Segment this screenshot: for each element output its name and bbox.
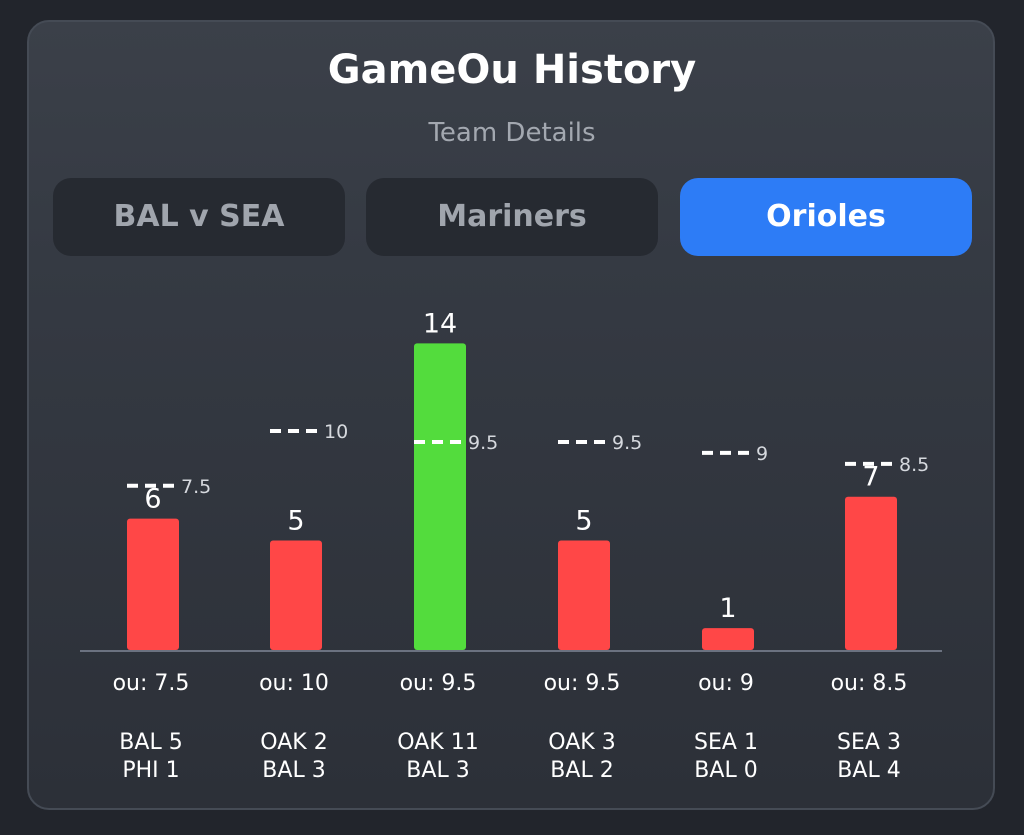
ou-label: ou: 10 (259, 671, 329, 696)
bar (270, 540, 322, 650)
ou-line-label: 9.5 (612, 432, 642, 454)
score-bottom-label: BAL 3 (406, 758, 469, 783)
bar-value-label: 7 (862, 462, 879, 493)
score-bottom-label: BAL 0 (694, 758, 757, 783)
team-tabs: BAL v SEA Mariners Orioles (0, 178, 1024, 258)
ou-label: ou: 9 (698, 671, 754, 696)
ou-label: ou: 9.5 (544, 671, 621, 696)
bar (127, 518, 179, 650)
score-top-label: OAK 3 (548, 730, 615, 755)
ou-line-label: 7.5 (181, 476, 211, 498)
ou-line-label: 9.5 (468, 432, 498, 454)
bar (702, 628, 754, 650)
score-top-label: OAK 11 (397, 730, 478, 755)
ou-label: ou: 7.5 (113, 671, 190, 696)
bar (558, 540, 610, 650)
score-top-label: SEA 3 (837, 730, 901, 755)
score-bottom-label: BAL 2 (550, 758, 613, 783)
bar (414, 343, 466, 650)
bar-value-label: 5 (287, 506, 304, 537)
score-bottom-label: BAL 4 (837, 758, 900, 783)
bar-value-label: 14 (423, 308, 457, 339)
ou-line-label: 8.5 (899, 454, 929, 476)
page-subtitle: Team Details (428, 118, 596, 148)
bar-value-label: 1 (719, 593, 736, 624)
ou-line-label: 9 (756, 443, 768, 465)
bar-value-label: 6 (144, 484, 161, 515)
ou-line-label: 10 (324, 421, 348, 443)
tab-bal-v-sea[interactable]: BAL v SEA (53, 178, 345, 256)
score-top-label: OAK 2 (260, 730, 327, 755)
bar (845, 496, 897, 650)
bar-value-label: 5 (575, 506, 592, 537)
score-bottom-label: BAL 3 (262, 758, 325, 783)
tab-orioles[interactable]: Orioles (680, 178, 972, 256)
score-top-label: BAL 5 (119, 730, 182, 755)
ou-label: ou: 8.5 (831, 671, 908, 696)
tab-mariners[interactable]: Mariners (366, 178, 658, 256)
page-title: GameOu History (327, 47, 697, 93)
ou-label: ou: 9.5 (400, 671, 477, 696)
score-bottom-label: PHI 1 (122, 758, 179, 783)
score-top-label: SEA 1 (694, 730, 758, 755)
game-ou-card (27, 20, 995, 810)
